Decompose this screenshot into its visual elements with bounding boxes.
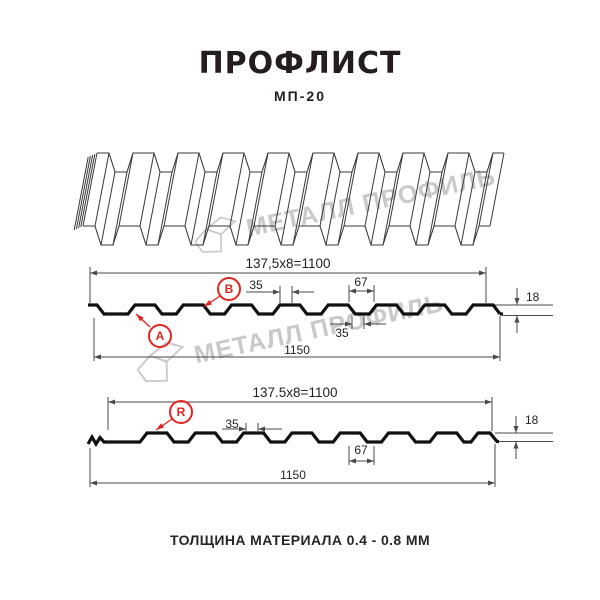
s2-dim-width-top: 137.5x8=1100 — [252, 385, 338, 400]
s1-dim-67: 67 — [354, 275, 368, 289]
material-thickness-note: ТОЛЩИНА МАТЕРИАЛА 0.4 - 0.8 ММ — [169, 532, 431, 548]
s1-dim-1150: 1150 — [284, 343, 310, 357]
page-subtitle: МП-20 — [274, 88, 326, 104]
label-b-marker: B — [217, 277, 241, 301]
s1-dim-35-top: 35 — [249, 278, 263, 292]
s2-dim-1150: 1150 — [280, 468, 306, 482]
s1-dim-width-top: 137,5x8=1100 — [245, 256, 331, 271]
label-a-marker: A — [148, 324, 172, 348]
s1-dim-18: 18 — [526, 290, 540, 304]
cross-section-r — [86, 397, 553, 487]
profile-3d-drawing — [73, 152, 505, 246]
page-title: ПРОФЛИСТ — [198, 46, 402, 81]
cross-section-a-b — [88, 267, 553, 361]
s1-dim-35-bottom: 35 — [335, 326, 349, 340]
s2-dim-35: 35 — [225, 417, 239, 431]
s2-dim-67: 67 — [354, 443, 368, 457]
s2-dim-18: 18 — [525, 413, 539, 427]
label-r-marker: R — [169, 400, 193, 424]
